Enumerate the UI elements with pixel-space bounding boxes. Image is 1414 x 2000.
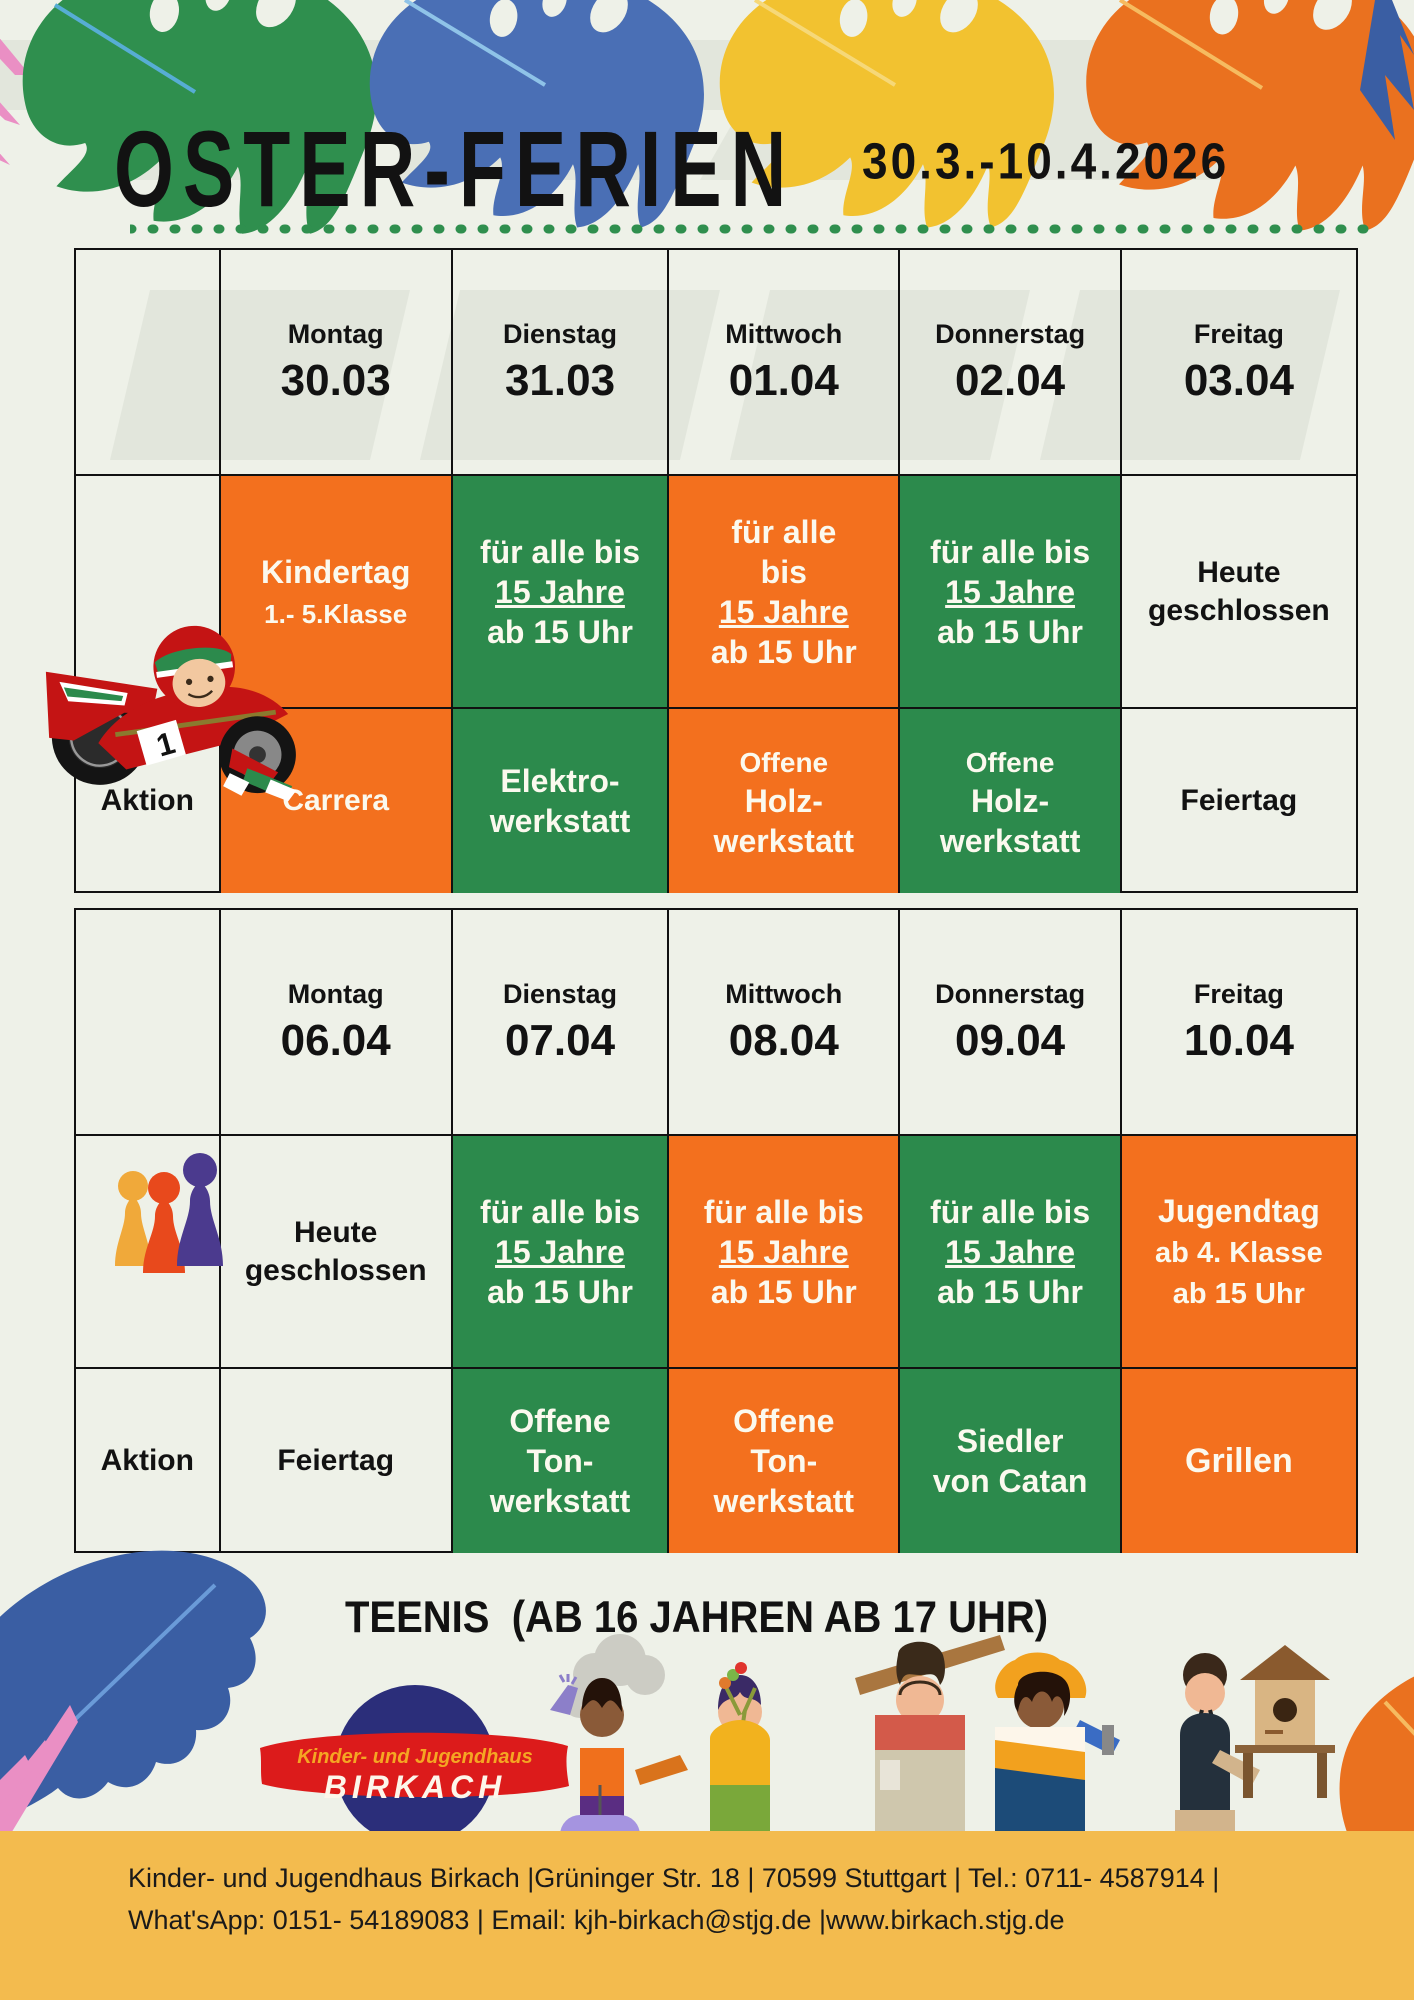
svg-text:BIRKACH: BIRKACH <box>324 1769 507 1805</box>
